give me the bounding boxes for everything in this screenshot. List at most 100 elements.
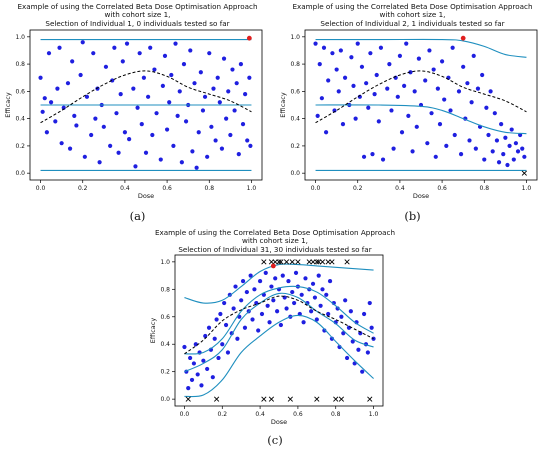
data-point xyxy=(314,317,319,322)
data-point xyxy=(82,154,87,159)
chart-title-b: Example of using the Correlated Beta Dos… xyxy=(275,2,550,28)
data-point xyxy=(482,157,487,162)
data-point xyxy=(351,83,356,89)
data-point xyxy=(211,86,216,91)
data-point xyxy=(221,56,227,61)
selected-point xyxy=(460,35,466,41)
data-point xyxy=(225,350,231,355)
data-point xyxy=(195,372,200,377)
title-line: Selection of Individual 1, 0 individuals… xyxy=(45,18,230,28)
data-point xyxy=(442,97,447,102)
data-point xyxy=(78,72,83,78)
data-point xyxy=(214,317,219,322)
data-point xyxy=(324,292,329,297)
data-point xyxy=(114,111,119,116)
data-point xyxy=(80,40,85,45)
data-point xyxy=(179,160,184,165)
data-point xyxy=(435,86,440,91)
x-tick-label: 0.2 xyxy=(78,185,88,192)
data-point xyxy=(150,132,155,138)
data-point xyxy=(475,86,481,91)
title-line: Example of using the Correlated Beta Dos… xyxy=(17,2,258,11)
data-point xyxy=(42,96,47,101)
data-point xyxy=(278,322,283,328)
plot-frame xyxy=(29,29,263,181)
data-point xyxy=(338,48,343,53)
data-point xyxy=(360,369,365,374)
data-point xyxy=(235,336,240,341)
data-point xyxy=(361,311,367,317)
data-point xyxy=(342,75,348,80)
data-point xyxy=(511,157,516,162)
data-point xyxy=(323,130,329,135)
panel-label-b: (b) xyxy=(404,209,421,223)
data-point xyxy=(61,105,66,110)
data-point xyxy=(389,108,394,113)
panel-label-a: (a) xyxy=(129,209,146,223)
tested-marker xyxy=(319,259,326,265)
data-point xyxy=(234,81,239,86)
data-point xyxy=(110,78,115,83)
data-point xyxy=(275,309,280,314)
data-point xyxy=(192,81,197,86)
data-point xyxy=(139,121,144,127)
band-curve xyxy=(184,292,374,373)
data-point xyxy=(177,89,182,94)
scatter-plot-a: 0.0 0.2 0.4 0.6 0.8 1.0 0.0 0.2 0.4 0.6 0.8 1.0 Dose… xyxy=(4,29,263,200)
data-point xyxy=(431,67,436,72)
data-point xyxy=(406,113,411,119)
title-line: Example of using the Correlated Beta Dos… xyxy=(154,228,396,237)
data-point xyxy=(370,151,375,157)
data-point xyxy=(95,86,100,91)
plot-frame xyxy=(304,29,538,181)
mean-curve xyxy=(40,70,252,124)
mean-curve xyxy=(315,70,527,124)
data-point xyxy=(254,300,259,306)
data-point xyxy=(215,75,220,80)
data-point xyxy=(84,94,90,99)
data-point xyxy=(248,143,253,149)
data-point xyxy=(496,160,502,165)
data-point xyxy=(200,108,206,113)
chart-title-c: Example of using the Correlated Beta Dos… xyxy=(140,228,410,254)
data-point xyxy=(358,331,363,336)
data-point xyxy=(223,322,229,328)
tested-marker xyxy=(344,259,350,265)
data-point xyxy=(259,311,265,317)
data-point xyxy=(310,281,316,286)
tested-marker xyxy=(276,259,282,265)
data-point xyxy=(265,303,270,308)
data-point xyxy=(315,113,320,119)
data-point xyxy=(243,91,248,97)
data-point xyxy=(340,121,346,127)
data-point xyxy=(205,366,210,372)
data-point xyxy=(273,276,278,281)
data-point xyxy=(486,132,491,138)
data-point xyxy=(247,75,252,80)
data-point xyxy=(148,45,153,50)
data-point xyxy=(188,48,193,53)
tested-marker xyxy=(185,396,191,402)
title-line: with cohort size 1, xyxy=(379,10,446,20)
y-axis-label: Efficacy xyxy=(279,92,287,118)
data-point xyxy=(190,149,195,154)
chart-panel-a: Example of using the Correlated Beta Dos… xyxy=(0,0,275,228)
data-point xyxy=(376,119,381,124)
data-point xyxy=(316,273,321,278)
y-tick-label: 0.4 xyxy=(290,116,300,123)
data-point xyxy=(507,143,512,149)
data-point xyxy=(452,132,457,138)
data-point xyxy=(40,109,45,114)
data-point xyxy=(327,278,333,284)
x-tick-label: 0.0 xyxy=(180,411,190,418)
y-tick-label: 0.8 xyxy=(290,61,300,68)
data-point xyxy=(224,116,229,121)
data-point xyxy=(183,119,189,124)
data-point xyxy=(122,130,128,135)
data-point xyxy=(48,100,54,105)
data-point xyxy=(515,149,521,154)
data-point xyxy=(141,75,146,80)
data-point xyxy=(135,105,140,110)
data-point xyxy=(206,325,212,330)
data-point xyxy=(429,111,434,116)
